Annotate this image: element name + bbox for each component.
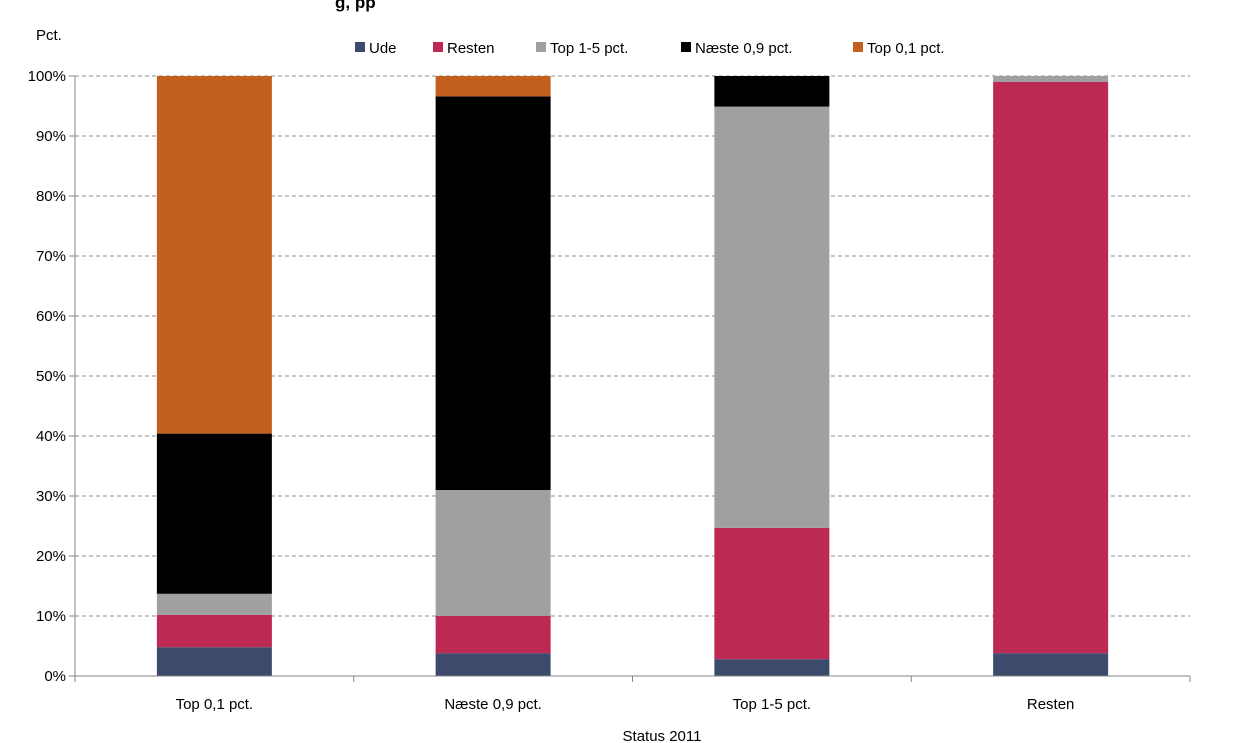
legend-swatch bbox=[536, 42, 546, 52]
y-tick-label: 90% bbox=[36, 128, 66, 145]
y-tick-label: 50% bbox=[36, 368, 66, 385]
chart-title-fragment: g, pp bbox=[335, 0, 376, 12]
y-tick-label: 20% bbox=[36, 548, 66, 565]
y-tick-label: 80% bbox=[36, 188, 66, 205]
x-axis-ticks: Top 0,1 pct. Næste 0,9 pct. Top 1-5 pct. Re… bbox=[74, 676, 1191, 713]
x-tick-label: Top 0,1 pct. bbox=[176, 696, 254, 713]
bar-segment-ude bbox=[156, 647, 272, 676]
bar-segment-n-ste-0-9-pct- bbox=[435, 96, 551, 491]
legend-label: Næste 0,9 pct. bbox=[695, 40, 793, 57]
x-axis-title: Status 2011 bbox=[623, 728, 702, 743]
bar-segment-resten bbox=[435, 616, 551, 654]
bar-segment-ude bbox=[993, 653, 1109, 676]
x-tick-label: Næste 0,9 pct. bbox=[444, 696, 542, 713]
legend-label: Top 1-5 pct. bbox=[550, 40, 628, 57]
legend-swatch bbox=[433, 42, 443, 52]
y-tick-label: 60% bbox=[36, 308, 66, 325]
y-tick-label: 70% bbox=[36, 248, 66, 265]
legend-swatch bbox=[853, 42, 863, 52]
legend-swatch bbox=[681, 42, 691, 52]
bar-segment-top-1-5-pct- bbox=[993, 76, 1109, 82]
bar-segment-resten bbox=[156, 614, 272, 648]
bar-segment-top-0-1-pct- bbox=[435, 76, 551, 97]
y-axis-ticks: 0% 10% 20% 30% 40% 50% 60% 70% 80% 90% 100% bbox=[28, 68, 75, 685]
y-tick-label: 0% bbox=[44, 668, 66, 685]
bar-segment-ude bbox=[435, 653, 551, 676]
y-axis-title: Pct. bbox=[36, 27, 62, 44]
legend: Ude Resten Top 1-5 pct. Næste 0,9 pct. Top 0… bbox=[355, 40, 945, 57]
bar-segment-n-ste-0-9-pct- bbox=[156, 433, 272, 594]
bar-segment-ude bbox=[714, 659, 830, 676]
bar-segment-top-1-5-pct- bbox=[714, 106, 830, 528]
y-tick-label: 10% bbox=[36, 608, 66, 625]
legend-swatch bbox=[355, 42, 365, 52]
y-tick-label: 100% bbox=[28, 68, 66, 85]
legend-label: Resten bbox=[447, 40, 495, 57]
y-tick-label: 30% bbox=[36, 488, 66, 505]
x-tick-label: Resten bbox=[1027, 696, 1075, 713]
bar-segment-resten bbox=[714, 527, 830, 660]
bar-segment-n-ste-0-9-pct- bbox=[714, 76, 830, 107]
y-tick-label: 40% bbox=[36, 428, 66, 445]
legend-label: Ude bbox=[369, 40, 397, 57]
bar-segment-top-1-5-pct- bbox=[156, 593, 272, 615]
legend-label: Top 0,1 pct. bbox=[867, 40, 945, 57]
bars bbox=[156, 76, 1109, 676]
bar-segment-top-0-1-pct- bbox=[156, 76, 272, 434]
bar-segment-resten bbox=[993, 82, 1109, 654]
bar-segment-top-1-5-pct- bbox=[435, 490, 551, 616]
x-tick-label: Top 1-5 pct. bbox=[733, 696, 811, 713]
